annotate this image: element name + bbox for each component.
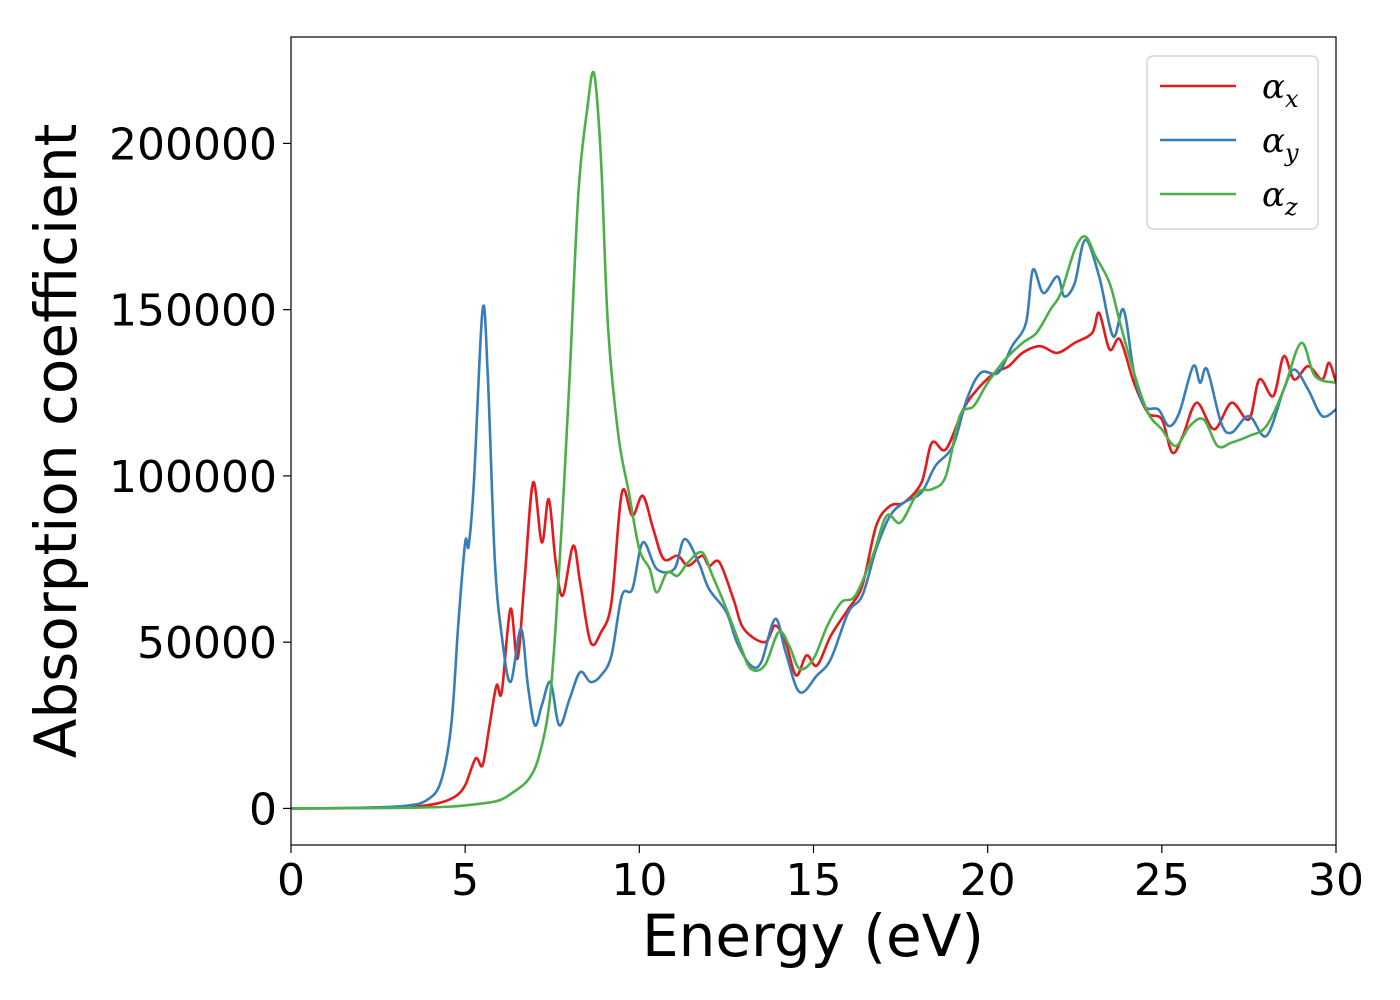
x-tick-label: 5 [451, 855, 479, 906]
legend: αx αy αz [1146, 55, 1319, 230]
series-line-x [291, 311, 1336, 810]
y-tick-label: 100000 [109, 452, 277, 503]
x-tick-label: 25 [1134, 855, 1190, 906]
x-axis-ticks: 0 5 10 15 20 25 30 [277, 845, 1364, 906]
x-tick-label: 10 [611, 855, 667, 906]
x-axis-title: Energy (eV) [642, 902, 984, 970]
series-line-y [291, 238, 1336, 810]
y-tick-label: 50000 [137, 618, 277, 669]
x-tick-label: 0 [277, 855, 305, 906]
series-line-z [291, 70, 1336, 810]
y-axis-title: Absorption coefficient [22, 124, 90, 759]
legend-label-z: αz [1262, 175, 1298, 221]
y-tick-label: 0 [249, 784, 277, 835]
y-tick-label: 150000 [109, 286, 277, 337]
x-tick-label: 30 [1308, 855, 1364, 906]
y-tick-label: 200000 [109, 119, 277, 170]
series-layer [291, 70, 1336, 810]
y-axis-ticks: 0 50000 100000 150000 200000 [109, 119, 291, 835]
x-tick-label: 15 [786, 855, 842, 906]
legend-label-x: αx [1262, 67, 1299, 113]
x-tick-label: 20 [960, 855, 1016, 906]
legend-label-y: αy [1262, 121, 1299, 167]
legend-box [1146, 55, 1319, 230]
